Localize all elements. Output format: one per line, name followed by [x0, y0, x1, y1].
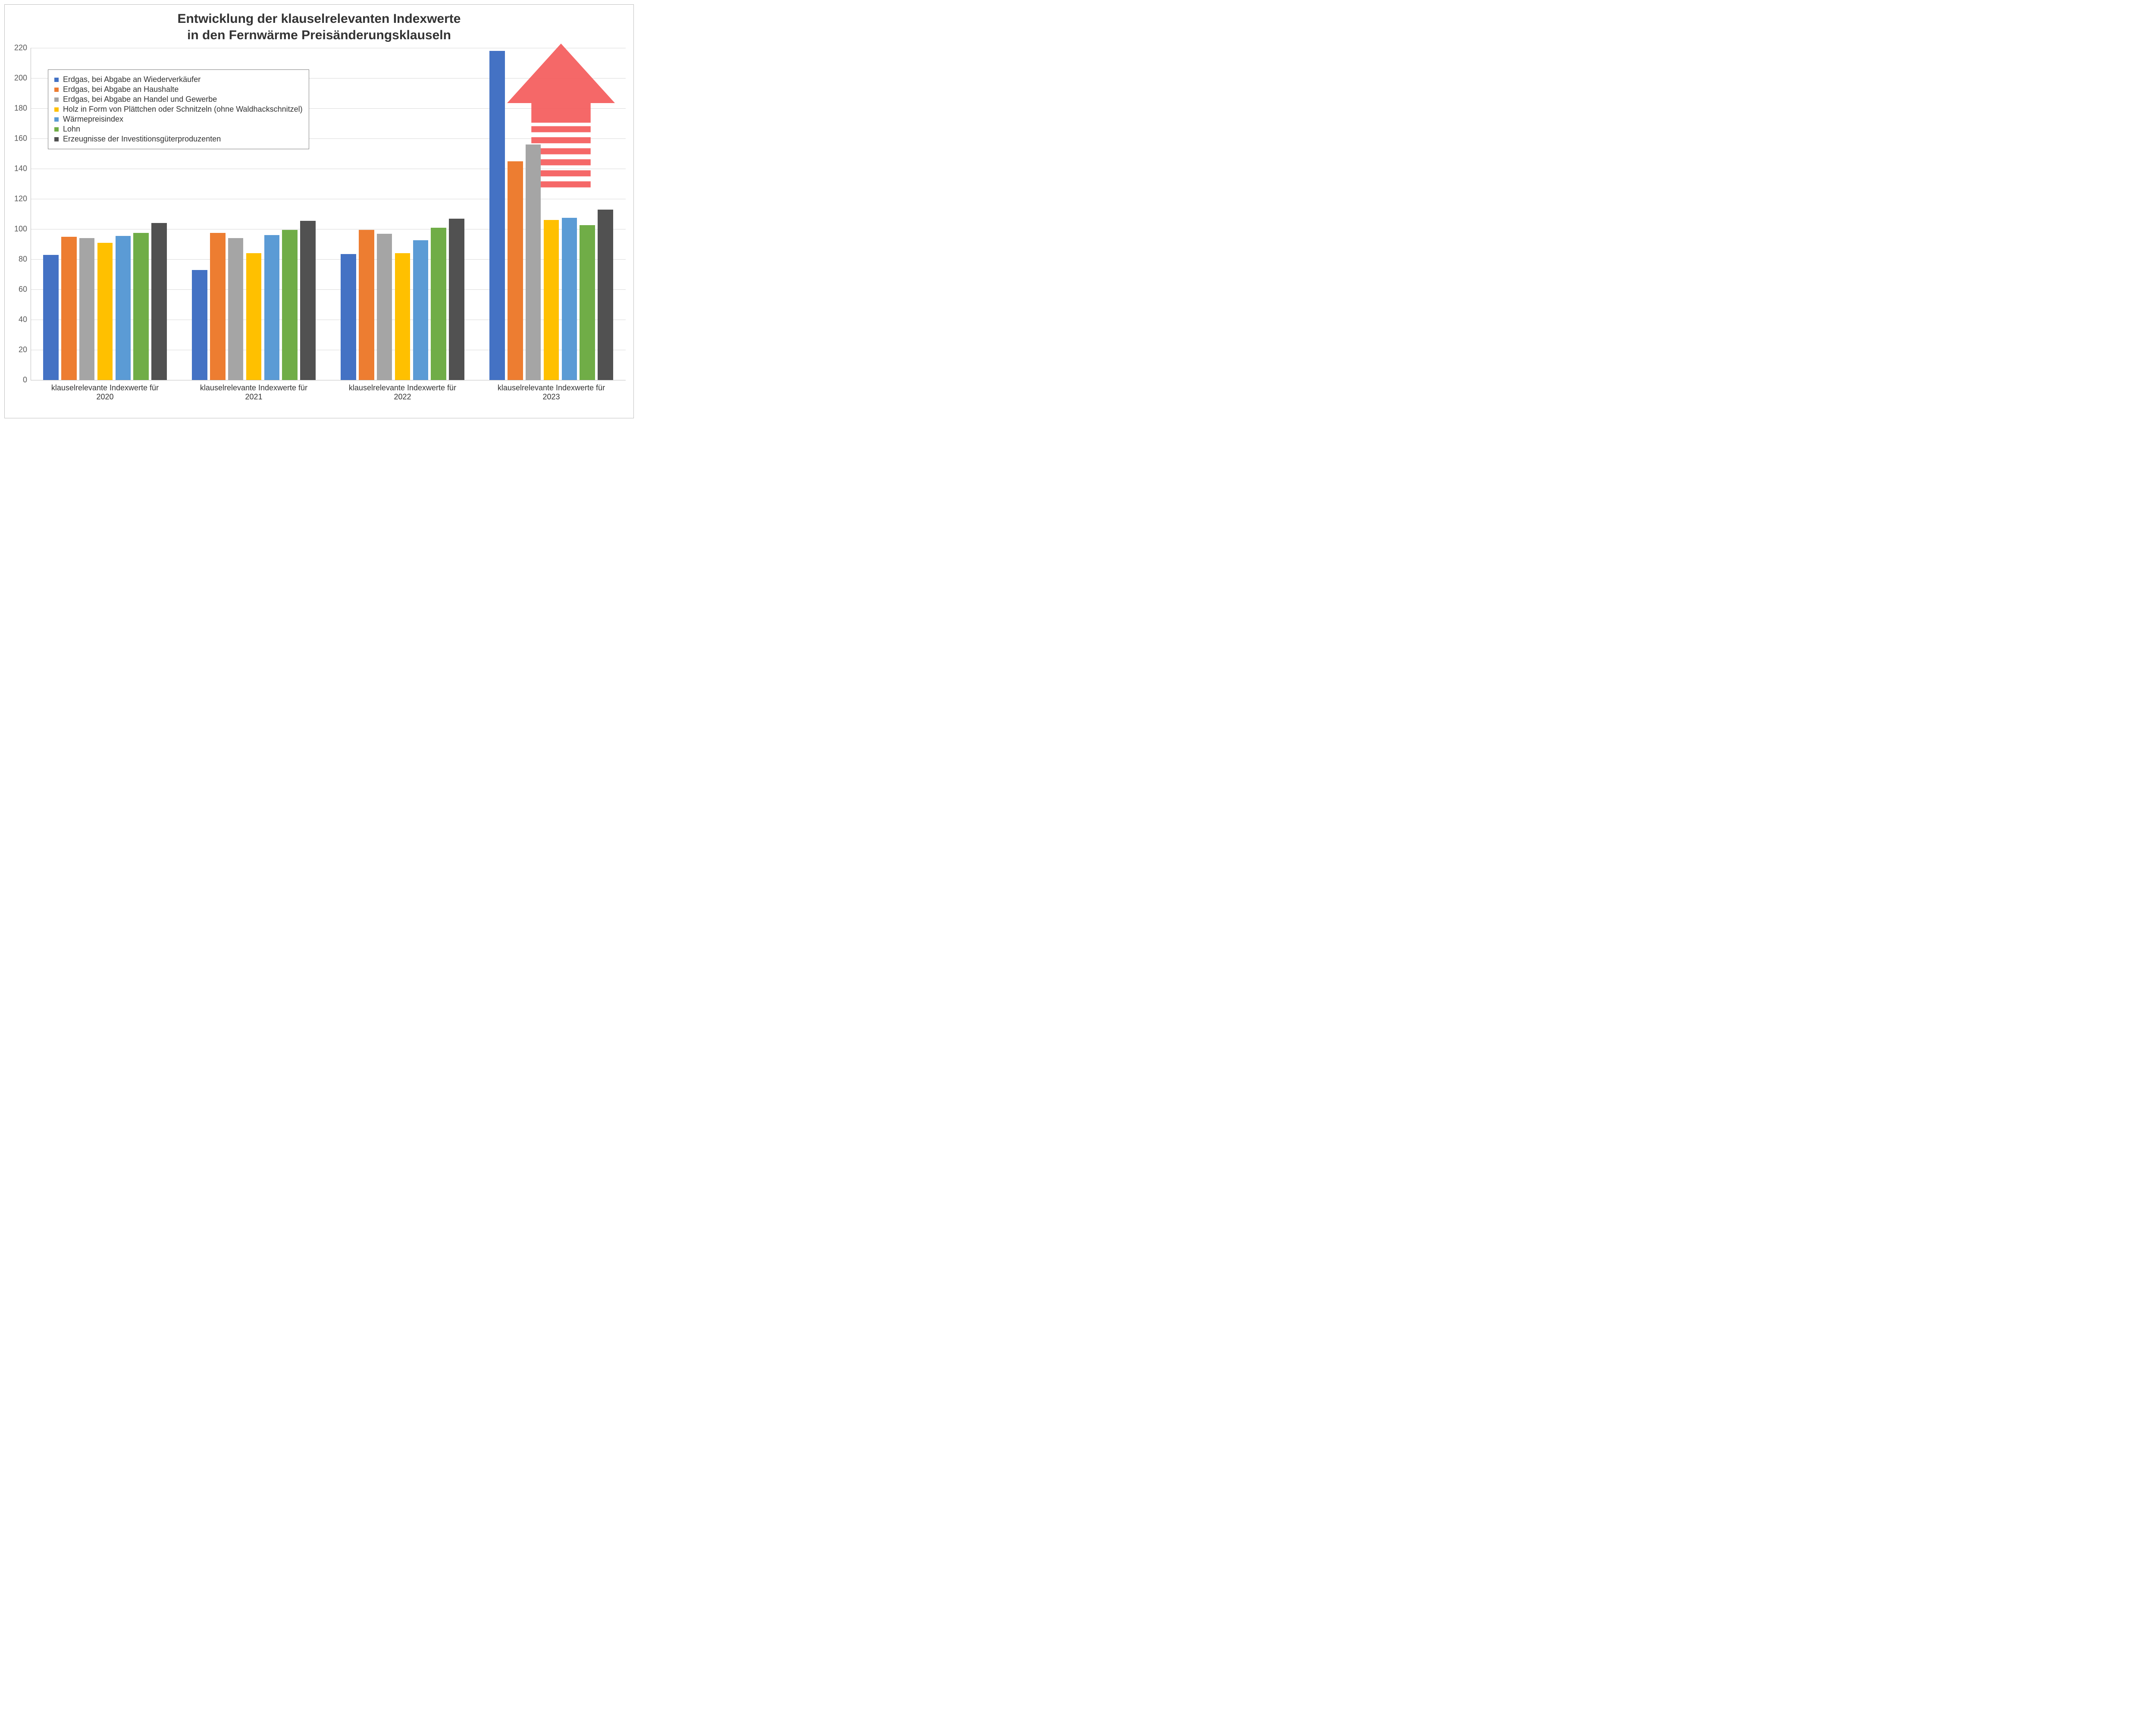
bar	[228, 238, 244, 380]
x-tick-label: klauselrelevante Indexwerte für2020	[34, 380, 176, 402]
bar	[282, 230, 298, 380]
x-tick-label: klauselrelevante Indexwerte für2022	[332, 380, 473, 402]
y-tick-label: 140	[14, 164, 31, 173]
bar	[395, 253, 411, 380]
bar	[359, 230, 374, 380]
bar	[562, 218, 577, 380]
legend-swatch	[54, 117, 59, 122]
bar	[300, 221, 316, 380]
bar	[264, 235, 280, 380]
y-tick-label: 80	[19, 255, 31, 264]
legend-swatch	[54, 127, 59, 132]
legend-label: Wärmepreisindex	[63, 115, 123, 124]
bar	[97, 243, 113, 380]
x-tick-label: klauselrelevante Indexwerte für2021	[183, 380, 325, 402]
trend-arrow-icon	[507, 44, 615, 192]
legend-swatch	[54, 97, 59, 102]
legend-item: Lohn	[54, 125, 303, 134]
chart-container: Entwicklung der klauselrelevanten Indexw…	[4, 4, 634, 418]
bar	[151, 223, 167, 380]
legend-item: Erdgas, bei Abgabe an Wiederverkäufer	[54, 75, 303, 84]
bar	[508, 161, 523, 380]
y-tick-label: 60	[19, 285, 31, 294]
legend-swatch	[54, 137, 59, 141]
bar	[79, 238, 95, 380]
bar	[377, 234, 392, 380]
bar	[61, 237, 77, 380]
legend-label: Erdgas, bei Abgabe an Wiederverkäufer	[63, 75, 201, 84]
bar	[133, 233, 149, 380]
chart-title-line1: Entwicklung der klauselrelevanten Indexw…	[5, 11, 633, 27]
y-tick-label: 200	[14, 74, 31, 83]
y-tick-label: 100	[14, 225, 31, 234]
bar	[449, 219, 464, 380]
bar	[246, 253, 262, 380]
bar	[544, 220, 559, 380]
y-tick-label: 160	[14, 134, 31, 143]
legend-item: Erzeugnisse der Investitionsgüterproduze…	[54, 135, 303, 144]
bar	[413, 240, 429, 380]
bar	[210, 233, 226, 380]
legend-label: Holz in Form von Plättchen oder Schnitze…	[63, 105, 303, 114]
bar	[526, 144, 541, 380]
chart-title: Entwicklung der klauselrelevanten Indexw…	[5, 5, 633, 43]
bar	[116, 236, 131, 380]
legend-swatch	[54, 78, 59, 82]
bar	[580, 225, 595, 380]
legend: Erdgas, bei Abgabe an WiederverkäuferErd…	[48, 69, 309, 149]
legend-swatch	[54, 107, 59, 112]
y-tick-label: 120	[14, 195, 31, 204]
legend-label: Lohn	[63, 125, 80, 134]
plot-area: 020406080100120140160180200220klauselrel…	[31, 48, 626, 380]
y-tick-label: 220	[14, 44, 31, 53]
bar	[598, 210, 613, 380]
legend-item: Holz in Form von Plättchen oder Schnitze…	[54, 105, 303, 114]
legend-label: Erdgas, bei Abgabe an Haushalte	[63, 85, 179, 94]
bar	[43, 255, 59, 380]
legend-label: Erdgas, bei Abgabe an Handel und Gewerbe	[63, 95, 217, 104]
bar	[341, 254, 356, 380]
x-tick-label: klauselrelevante Indexwerte für2023	[481, 380, 622, 402]
bar	[192, 270, 207, 380]
chart-title-line2: in den Fernwärme Preisänderungsklauseln	[5, 27, 633, 44]
legend-item: Erdgas, bei Abgabe an Haushalte	[54, 85, 303, 94]
y-tick-label: 180	[14, 104, 31, 113]
legend-label: Erzeugnisse der Investitionsgüterproduze…	[63, 135, 221, 144]
bar	[489, 51, 505, 380]
legend-item: Wärmepreisindex	[54, 115, 303, 124]
legend-item: Erdgas, bei Abgabe an Handel und Gewerbe	[54, 95, 303, 104]
y-tick-label: 0	[23, 376, 31, 385]
y-tick-label: 20	[19, 345, 31, 355]
y-tick-label: 40	[19, 315, 31, 324]
bar	[431, 228, 446, 380]
legend-swatch	[54, 88, 59, 92]
